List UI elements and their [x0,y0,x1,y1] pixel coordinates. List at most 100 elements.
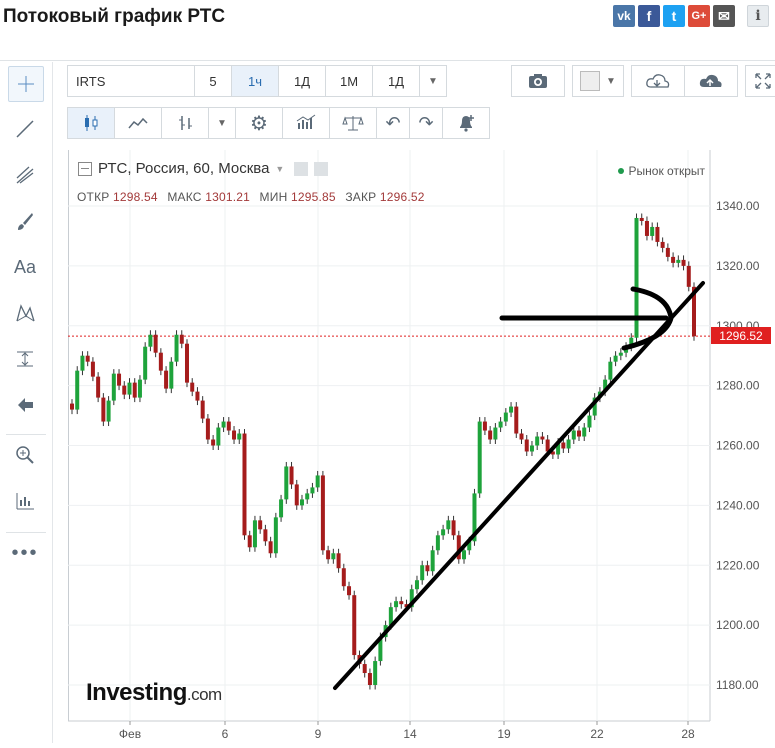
area-chart-icon[interactable] [114,107,162,139]
y-tick-label: 1240.00 [716,498,760,512]
indicators-icon[interactable] [8,484,42,518]
candle-body [603,379,608,392]
interval-5[interactable]: 5 [194,65,232,97]
right-toolbar: ▼ [511,65,775,97]
interval-toolbar: IRTS 5 1ч 1Д 1М 1Д ▼ [67,65,447,97]
googleplus-icon[interactable]: G+ [688,5,710,27]
zoom-icon[interactable] [8,438,42,472]
candle-body [169,361,174,389]
candle-body [258,520,263,530]
candle-body [435,535,440,551]
vk-icon[interactable]: vk [613,5,635,27]
chevron-down-icon[interactable]: ▼ [208,107,236,139]
candle-body [592,397,597,416]
cloud-upload-icon[interactable] [684,65,738,97]
candlestick-icon[interactable] [67,107,115,139]
studies-icon[interactable] [282,107,330,139]
alert-icon[interactable] [442,107,490,139]
candle-body [362,664,367,674]
candle-body [388,607,393,626]
chart-area[interactable]: 1180.00 1200.00 1220.00 1240.00 1260.00 1280.… [68,150,775,743]
candle-body [216,427,221,446]
candle-body [289,466,294,485]
cloud-download-icon[interactable] [631,65,685,97]
more-icon[interactable]: ••• [11,541,39,564]
candle-body [488,430,493,440]
x-tick-label: 6 [222,727,229,741]
bar-type-icon[interactable] [161,107,209,139]
close-label: ЗАКР [345,190,377,204]
y-tick-label: 1340.00 [716,199,760,213]
chart-toolbar: ▼ ⚙ ↶ ↷ [67,107,490,139]
visibility-icon[interactable] [294,161,309,176]
candle-body [106,400,111,422]
trendline-icon[interactable] [8,112,42,146]
candle-body [137,379,142,398]
twitter-icon[interactable]: t [663,5,685,27]
candle-body [409,589,414,608]
price-chart[interactable]: 1180.00 1200.00 1220.00 1240.00 1260.00 1280.… [68,150,775,743]
camera-icon[interactable] [511,65,565,97]
candle-body [331,553,336,560]
gear-icon[interactable]: ⚙ [235,107,283,139]
chevron-down-icon[interactable]: ▼ [275,163,285,174]
candle-body [681,259,686,266]
settings-small-icon[interactable] [314,161,329,176]
candle-body [425,565,430,572]
y-tick-label: 1180.00 [716,678,759,692]
candle-body [211,439,216,446]
candle-body [195,391,200,401]
candle-body [242,433,247,536]
mail-icon[interactable]: ✉ [713,5,735,27]
open-label: ОТКР [77,190,110,204]
fullscreen-icon[interactable] [745,65,775,97]
candle-body [70,403,74,410]
candle-body [279,499,284,518]
candle-body [294,484,299,506]
candle-body [174,334,179,362]
chevron-down-icon[interactable]: ▼ [419,65,447,97]
back-arrow-icon[interactable] [8,388,42,422]
candle-body [237,433,242,440]
candle-body [634,217,639,338]
candle-body [629,337,634,347]
measure-icon[interactable] [8,342,42,376]
interval-1d[interactable]: 1Д [278,65,326,97]
interval-1h[interactable]: 1ч [231,65,279,97]
candle-body [200,400,205,419]
crosshair-icon[interactable] [8,66,44,102]
info-icon[interactable]: i [747,5,769,27]
interval-1m[interactable]: 1М [325,65,373,97]
y-tick-label: 1280.00 [716,379,760,393]
candle-body [268,541,273,554]
pitchfork-icon[interactable] [8,158,42,192]
low-value: 1295.85 [290,190,336,204]
symbol-input[interactable]: IRTS [67,65,195,97]
candle-body [164,370,169,389]
candle-body [446,520,451,530]
candle-body [451,520,456,536]
high-label: МАКС [167,190,202,204]
compare-icon[interactable] [329,107,377,139]
candle-body [540,436,545,440]
undo-icon[interactable]: ↶ [376,107,410,139]
candle-body [352,595,357,656]
text-tool-icon[interactable]: Aa [13,256,37,277]
candle-body [462,550,467,560]
candle-body [498,421,503,428]
pattern-icon[interactable] [8,296,42,330]
candle-body [671,256,676,263]
candle-body [514,406,519,434]
last-price-tag: 1296.52 [711,327,771,344]
candle-body [341,568,346,587]
candle-body [117,373,122,386]
brush-icon[interactable] [8,204,42,238]
candle-body [263,529,268,542]
candle-body [399,601,404,605]
collapse-icon[interactable] [78,161,92,176]
facebook-icon[interactable]: f [638,5,660,27]
interval-dropdown[interactable]: 1Д [372,65,420,97]
candle-body [545,439,550,452]
redo-icon[interactable]: ↷ [409,107,443,139]
color-picker[interactable]: ▼ [572,65,624,97]
